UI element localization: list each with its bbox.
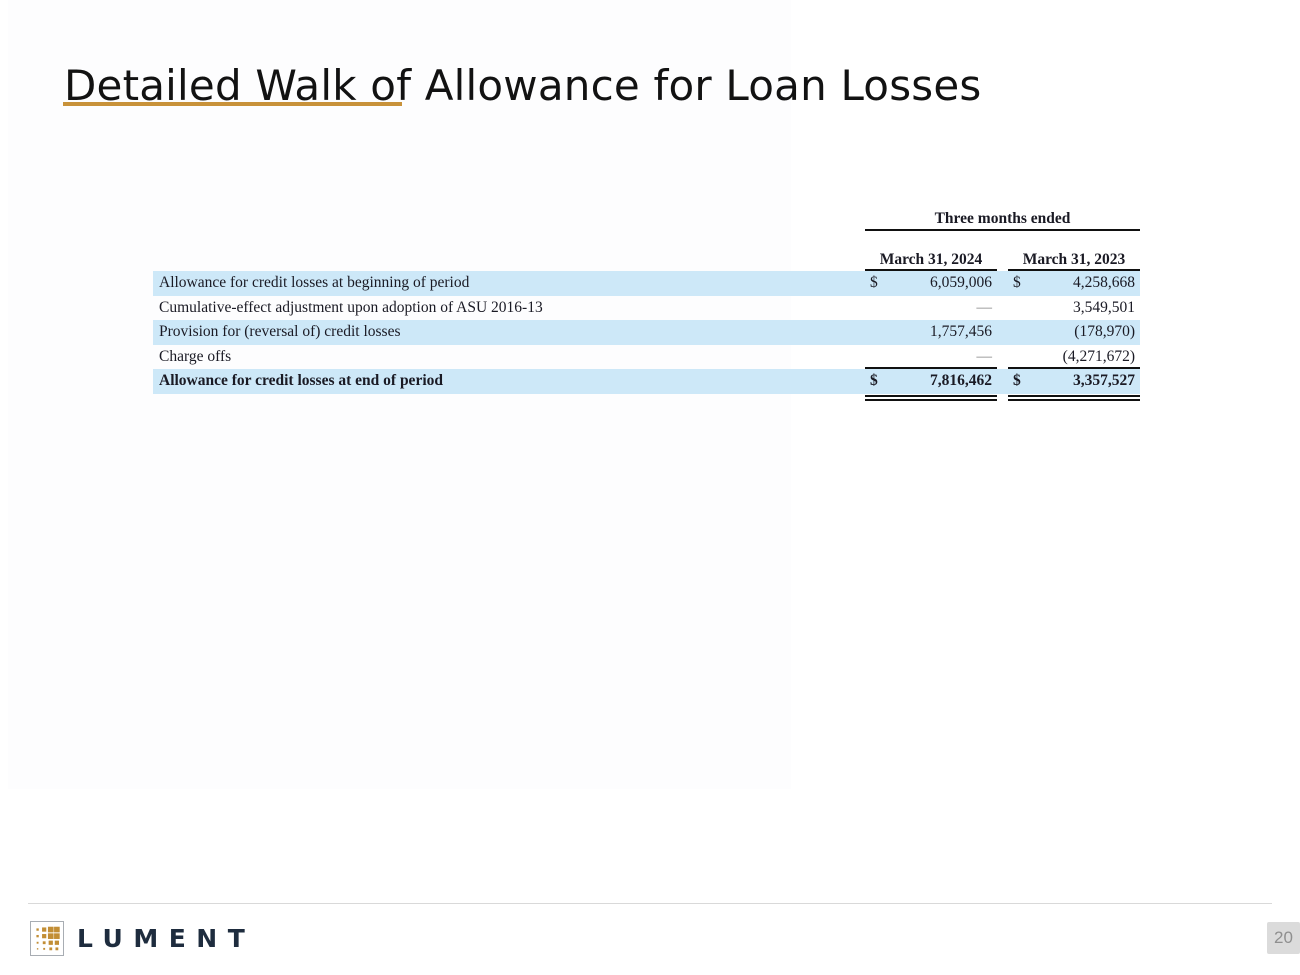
spacer-cell <box>153 209 865 231</box>
column-gap <box>997 320 1008 345</box>
value-2023: 4,258,668 <box>1073 274 1135 291</box>
value-2024: 7,816,462 <box>930 372 992 390</box>
value-2023: 3,549,501 <box>1073 298 1135 316</box>
column-gap <box>997 296 1008 321</box>
lument-logo: LUMENT <box>30 921 255 956</box>
value-2024: 6,059,006 <box>930 274 992 291</box>
table-column-header-row: March 31, 2024 March 31, 2023 <box>153 250 1140 271</box>
value-cell: $ 4,258,668 <box>1008 271 1140 296</box>
column-gap <box>997 271 1008 296</box>
value-cell: (4,271,672) <box>1008 345 1140 370</box>
brand-wordmark: LUMENT <box>77 924 256 953</box>
row-label: Provision for (reversal of) credit losse… <box>159 323 401 341</box>
value-2023: (4,271,672) <box>1062 347 1135 365</box>
currency-symbol: $ <box>1013 372 1021 390</box>
allowance-walk-table: Three months ended March 31, 2024 March … <box>153 209 1140 401</box>
value-cell: $ 7,816,462 <box>865 369 997 401</box>
column-gap <box>997 250 1008 271</box>
value-2024: — <box>976 298 993 316</box>
value-cell: $ 3,357,527 <box>1008 369 1140 401</box>
content-backdrop <box>8 0 791 789</box>
row-label: Charge offs <box>159 347 232 365</box>
table-row: Charge offs — (4,271,672) <box>153 345 1140 370</box>
table-row: Cumulative-effect adjustment upon adopti… <box>153 296 1140 321</box>
row-label: Allowance for credit losses at beginning… <box>159 274 470 291</box>
lument-logo-icon <box>30 921 64 956</box>
value-2023: 3,357,527 <box>1073 372 1135 390</box>
title-accent-rule <box>63 102 402 106</box>
header-spacer <box>153 231 1140 250</box>
page-number-badge: 20 <box>1267 922 1300 954</box>
value-cell: $ 6,059,006 <box>865 271 997 296</box>
table-row: Allowance for credit losses at beginning… <box>153 271 1140 296</box>
column-gap <box>997 369 1008 394</box>
value-2024: 1,757,456 <box>930 323 992 341</box>
column-header-2023: March 31, 2023 <box>1008 250 1140 271</box>
currency-symbol: $ <box>1013 274 1021 291</box>
currency-symbol: $ <box>870 372 878 390</box>
table-row: Provision for (reversal of) credit losse… <box>153 320 1140 345</box>
column-gap <box>997 345 1008 370</box>
footer-divider <box>28 903 1272 904</box>
value-cell: 1,757,456 <box>865 320 997 345</box>
value-cell: — <box>865 296 997 321</box>
value-cell: (178,970) <box>1008 320 1140 345</box>
value-2024: — <box>976 347 993 365</box>
row-label: Allowance for credit losses at end of pe… <box>159 372 443 390</box>
currency-symbol: $ <box>870 274 878 291</box>
slide-title: Detailed Walk of Allowance for Loan Loss… <box>64 61 982 111</box>
value-cell: — <box>865 345 997 370</box>
column-header-2024: March 31, 2024 <box>865 250 997 271</box>
logo-dot-grid-icon <box>36 926 60 951</box>
table-period-header-row: Three months ended <box>153 209 1140 231</box>
row-label: Cumulative-effect adjustment upon adopti… <box>159 298 543 316</box>
table-total-row: Allowance for credit losses at end of pe… <box>153 369 1140 401</box>
value-cell: 3,549,501 <box>1008 296 1140 321</box>
value-2023: (178,970) <box>1074 323 1135 341</box>
period-header: Three months ended <box>865 209 1140 231</box>
spacer-cell <box>153 250 865 271</box>
